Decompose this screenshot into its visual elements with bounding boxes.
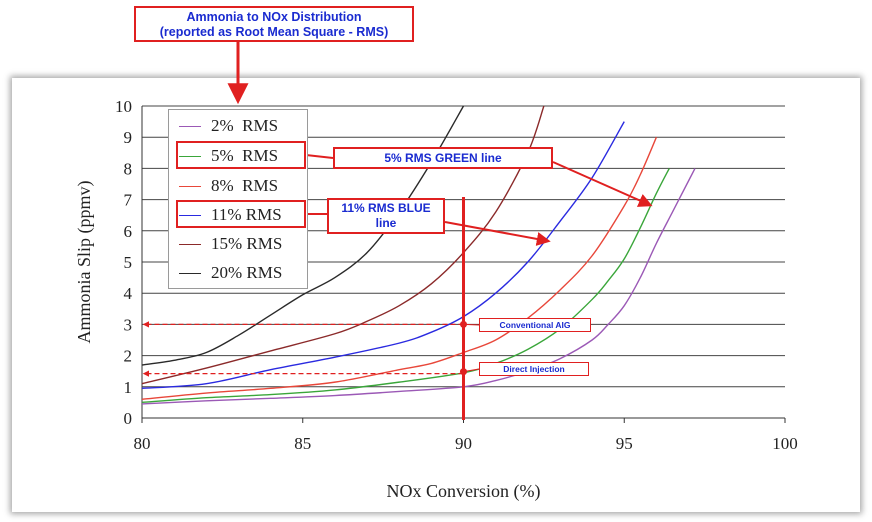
legend-item-20: 20% RMS — [169, 259, 309, 287]
distribution-title-callout: Ammonia to NOx Distribution (reported as… — [134, 6, 414, 42]
conventional-aig-connector — [463, 323, 480, 326]
y-tick-label-3: 3 — [124, 315, 133, 334]
direct-injection-label: Direct Injection — [479, 362, 589, 376]
legend-label-11: 11% RMS — [211, 205, 282, 224]
blue-line-callout: 11% RMS BLUE line — [327, 198, 445, 234]
legend-label-2: 2% RMS — [211, 116, 279, 135]
x-tick-label-80: 80 — [134, 434, 151, 453]
series-line-20pct-rms — [141, 105, 465, 366]
legend-item-8: 8% RMS — [169, 172, 309, 200]
legend: 2% RMS 5% RMS 8% RMS 11% RMS 15% RMS 20%… — [168, 109, 308, 289]
series-line-15pct-rms — [141, 105, 545, 385]
legend-label-5: 5% RMS — [211, 146, 279, 165]
blue-callout-line-2: line — [375, 216, 397, 230]
legend-swatch-8 — [179, 186, 201, 187]
legend-swatch-11 — [179, 215, 201, 216]
legend-item-15: 15% RMS — [169, 230, 309, 258]
conventional-aig-label: Conventional AIG — [479, 318, 591, 332]
y-tick-label-0: 0 — [124, 409, 133, 428]
x-tick-label-95: 95 — [616, 434, 633, 453]
title-line-2: (reported as Root Mean Square - RMS) — [159, 25, 389, 39]
legend-swatch-20 — [179, 273, 201, 274]
green-line-callout: 5% RMS GREEN line — [333, 147, 553, 169]
x-tick-label-85: 85 — [294, 434, 311, 453]
green-legend-connector — [305, 154, 334, 159]
series-line-8pct-rms — [141, 136, 658, 400]
green-curve-arrow — [552, 161, 653, 207]
legend-item-5: 5% RMS — [169, 142, 309, 170]
y-tick-label-1: 1 — [124, 378, 133, 397]
legend-swatch-2 — [179, 126, 201, 127]
y-tick-label-5: 5 — [124, 253, 133, 272]
title-line-1: Ammonia to NOx Distribution — [186, 10, 362, 24]
y-axis-label: Ammonia Slip (ppmv) — [74, 181, 95, 344]
blue-curve-arrow — [444, 221, 551, 246]
legend-swatch-5 — [179, 156, 201, 157]
legend-swatch-15 — [179, 244, 201, 245]
legend-item-2: 2% RMS — [169, 112, 309, 140]
y-tick-label-2: 2 — [124, 347, 133, 366]
series-line-11pct-rms — [141, 121, 625, 390]
y-tick-label-4: 4 — [124, 284, 133, 303]
legend-label-20: 20% RMS — [211, 263, 283, 282]
legend-highlight-11pct — [176, 200, 306, 228]
x-tick-label-100: 100 — [772, 434, 798, 453]
x-axis-label: NOx Conversion (%) — [387, 481, 541, 502]
legend-item-11: 11% RMS — [169, 201, 309, 229]
legend-highlight-5pct — [176, 141, 306, 169]
y-tick-label-8: 8 — [124, 159, 133, 178]
legend-label-15: 15% RMS — [211, 234, 283, 253]
x-tick-label-90: 90 — [455, 434, 472, 453]
series-line-2pct-rms — [141, 168, 696, 405]
y-tick-label-6: 6 — [124, 222, 133, 241]
blue-callout-line-1: 11% RMS BLUE — [341, 201, 431, 215]
legend-label-8: 8% RMS — [211, 176, 279, 195]
y-tick-label-10: 10 — [115, 97, 132, 116]
series-line-5pct-rms — [141, 168, 670, 404]
y-tick-label-7: 7 — [124, 191, 133, 210]
direct-injection-connector — [463, 368, 480, 373]
y-tick-label-9: 9 — [124, 128, 133, 147]
